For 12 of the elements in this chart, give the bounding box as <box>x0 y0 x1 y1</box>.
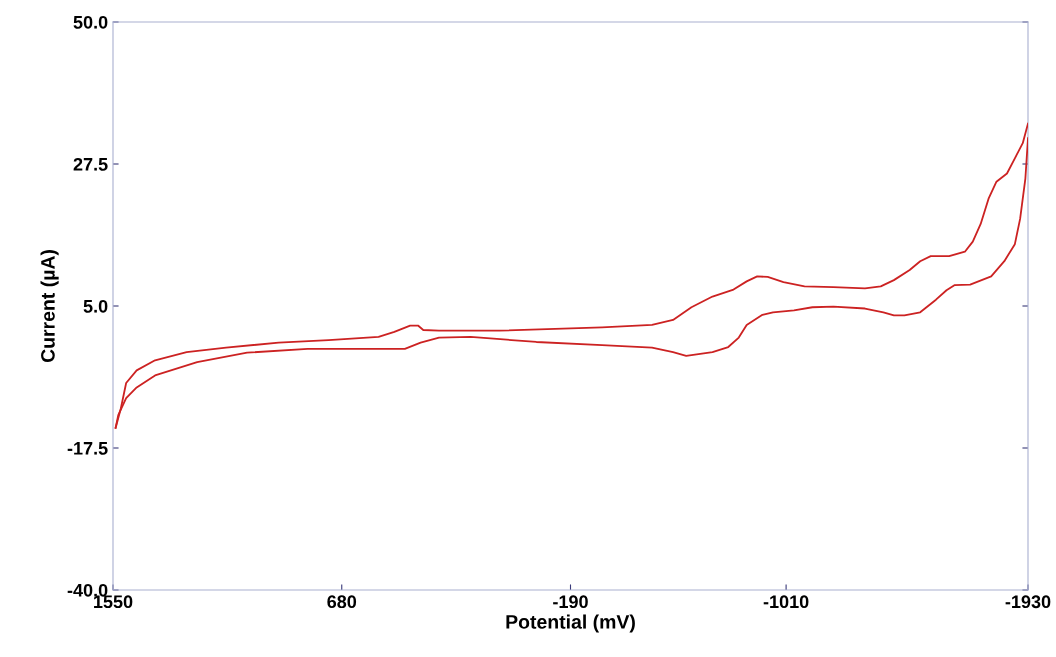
x-tick-label: 1550 <box>94 595 133 609</box>
y-tick-label: -17.5 <box>67 442 108 455</box>
x-axis-title: Potential (mV) <box>506 614 635 633</box>
y-tick-label: -40.0 <box>67 583 108 597</box>
y-tick-label: 27.5 <box>73 157 108 171</box>
y-axis-title: Current (µA) <box>40 250 59 363</box>
x-tick-label: -1930 <box>1005 595 1051 609</box>
x-tick-label: -190 <box>553 595 588 609</box>
x-tick-label: -1010 <box>763 595 809 609</box>
x-tick-label: 680 <box>327 595 357 609</box>
y-tick-label: 50.0 <box>73 15 108 29</box>
y-tick-label: 5.0 <box>83 299 108 313</box>
